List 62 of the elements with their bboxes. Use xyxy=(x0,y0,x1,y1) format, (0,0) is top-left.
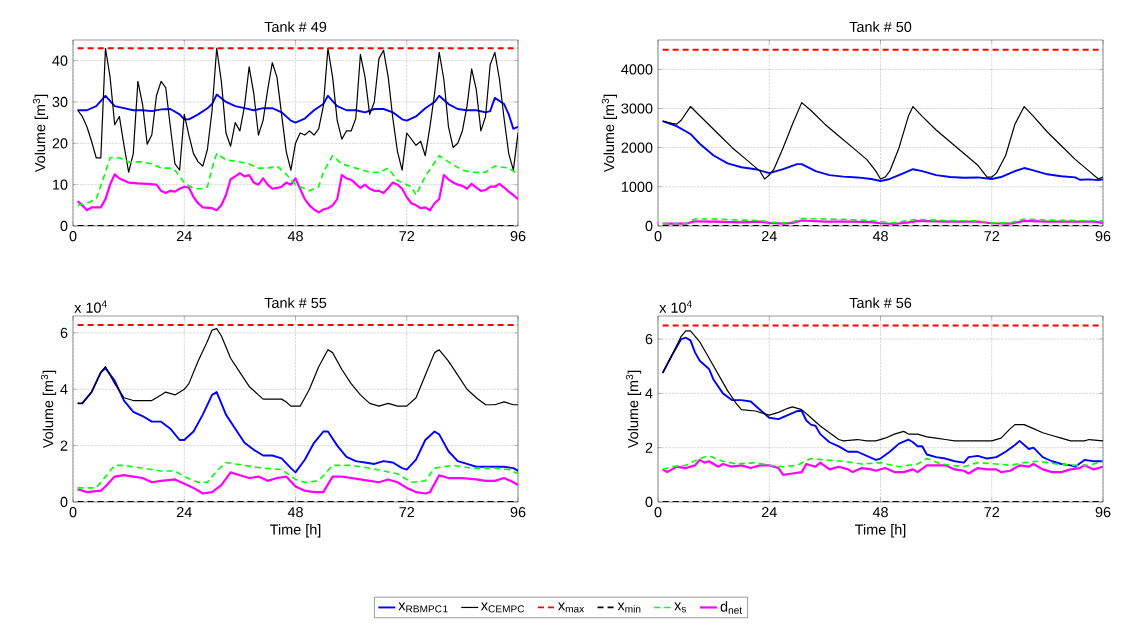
x-tick-label: 96 xyxy=(1095,506,1111,518)
text: x 10$^{4}$ xyxy=(659,300,692,313)
legend-label: x$_{min}$ xyxy=(617,602,641,613)
x-tick-label: 24 xyxy=(761,230,777,242)
legend-label: d$_{net}$ xyxy=(720,601,743,614)
x-tick-label: 48 xyxy=(287,230,303,242)
x-axis-title: Time [h] xyxy=(270,524,321,538)
x-tick-label: 24 xyxy=(176,506,192,518)
x-tick-label: 48 xyxy=(287,506,303,518)
chart-title: Tank # 55 xyxy=(264,297,327,308)
y-tick-label: 0 xyxy=(60,496,68,508)
x-tick-label: 0 xyxy=(654,230,662,242)
y-tick-label: 4 xyxy=(60,384,68,395)
x-tick-label: 0 xyxy=(69,230,77,242)
y-tick-label: 1000 xyxy=(621,181,653,192)
chart-title: Tank # 50 xyxy=(849,21,912,32)
x-tick-label: 24 xyxy=(176,230,192,242)
y-tick-label: 4 xyxy=(645,388,653,399)
x-tick-label: 0 xyxy=(69,506,77,518)
chart-title: Tank # 56 xyxy=(849,297,912,308)
x-tick-label: 96 xyxy=(510,506,526,518)
x-tick-label: 96 xyxy=(1095,230,1111,242)
y-axis-title: Volume [m$^{3}$] xyxy=(601,94,618,173)
x-tick-label: 72 xyxy=(399,506,415,518)
y-tick-label: 4000 xyxy=(621,64,653,75)
line-series xyxy=(76,93,518,130)
x-tick-label: 48 xyxy=(872,506,888,518)
x-tick-label: 72 xyxy=(399,230,415,242)
y-tick-label: 0 xyxy=(645,496,653,508)
y-tick-label: 40 xyxy=(52,55,68,66)
x-tick-label: 96 xyxy=(510,230,526,242)
line-series xyxy=(76,152,518,207)
y-tick-label: 0 xyxy=(645,220,653,232)
y-axis-title: Volume [m$^{3}$] xyxy=(40,370,57,449)
y-tick-label: 3000 xyxy=(621,103,653,114)
line-series xyxy=(661,120,1103,182)
legend-label: x$_{s}$ xyxy=(674,602,686,613)
text: x 10$^{4}$ xyxy=(74,300,107,313)
y-axis-title: Volume [m$^{3}$] xyxy=(32,94,49,173)
x-tick-label: 72 xyxy=(984,506,1000,518)
legend-label: x$_{max}$ xyxy=(558,602,585,613)
y-tick-label: 2000 xyxy=(621,142,653,153)
y-tick-label: 6 xyxy=(645,333,653,345)
x-tick-label: 24 xyxy=(761,506,777,518)
y-tick-label: 20 xyxy=(52,138,68,149)
x-tick-label: 0 xyxy=(654,506,662,518)
legend-label: x$_{RBMPC1}$ xyxy=(398,602,448,613)
legend-label: x$_{CEMPC}$ xyxy=(480,602,525,613)
y-tick-label: 0 xyxy=(60,220,68,232)
x-tick-label: 48 xyxy=(872,230,888,242)
y-axis-title: Volume [m$^{3}$] xyxy=(625,370,642,449)
x-axis-title: Time [h] xyxy=(855,524,906,538)
line-series xyxy=(661,455,1103,471)
line-series xyxy=(76,461,518,489)
chart-title: Tank # 49 xyxy=(264,21,327,32)
y-tick-label: 2 xyxy=(60,440,68,451)
y-tick-label: 2 xyxy=(645,442,653,453)
y-tick-label: 6 xyxy=(60,327,68,339)
x-tick-label: 72 xyxy=(984,230,1000,242)
line-series xyxy=(76,171,518,214)
y-tick-label: 10 xyxy=(53,179,68,190)
y-tick-label: 30 xyxy=(52,96,68,108)
